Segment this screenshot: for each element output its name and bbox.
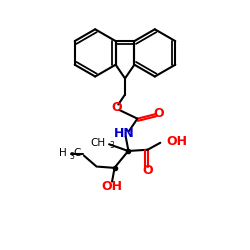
Text: 3: 3 (110, 141, 115, 150)
Text: O: O (111, 101, 122, 114)
Text: O: O (142, 164, 153, 176)
Text: H: H (59, 148, 66, 158)
Text: 3: 3 (70, 152, 74, 161)
Text: OH: OH (102, 180, 122, 193)
Text: OH: OH (166, 134, 188, 147)
Text: HN: HN (114, 126, 135, 140)
Text: O: O (153, 107, 164, 120)
Text: C: C (74, 148, 81, 158)
Text: CH: CH (90, 138, 105, 147)
